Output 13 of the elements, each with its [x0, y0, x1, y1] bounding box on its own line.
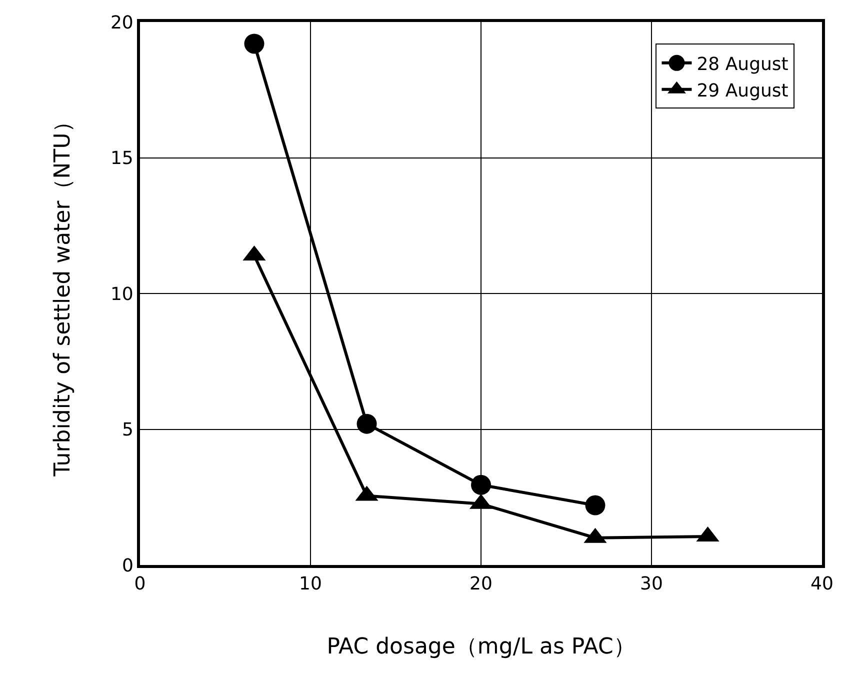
legend-label: 29 August — [696, 80, 788, 102]
y-tick-label: 0 — [122, 555, 134, 576]
legend-label: 28 August — [696, 54, 788, 75]
x-axis-title: PAC dosage（mg/L as PAC） — [326, 634, 636, 660]
y-tick-label: 10 — [110, 284, 134, 305]
x-tick-label: 10 — [299, 574, 322, 595]
y-axis-title: Turbidity of settled water（NTU） — [50, 110, 76, 478]
y-tick-label: 20 — [110, 12, 134, 34]
x-tick-label: 30 — [640, 574, 663, 595]
y-tick-label: 5 — [122, 420, 134, 441]
y-tick-label: 15 — [110, 148, 134, 170]
x-tick-label: 20 — [470, 574, 492, 595]
x-tick-label: 40 — [810, 574, 834, 595]
